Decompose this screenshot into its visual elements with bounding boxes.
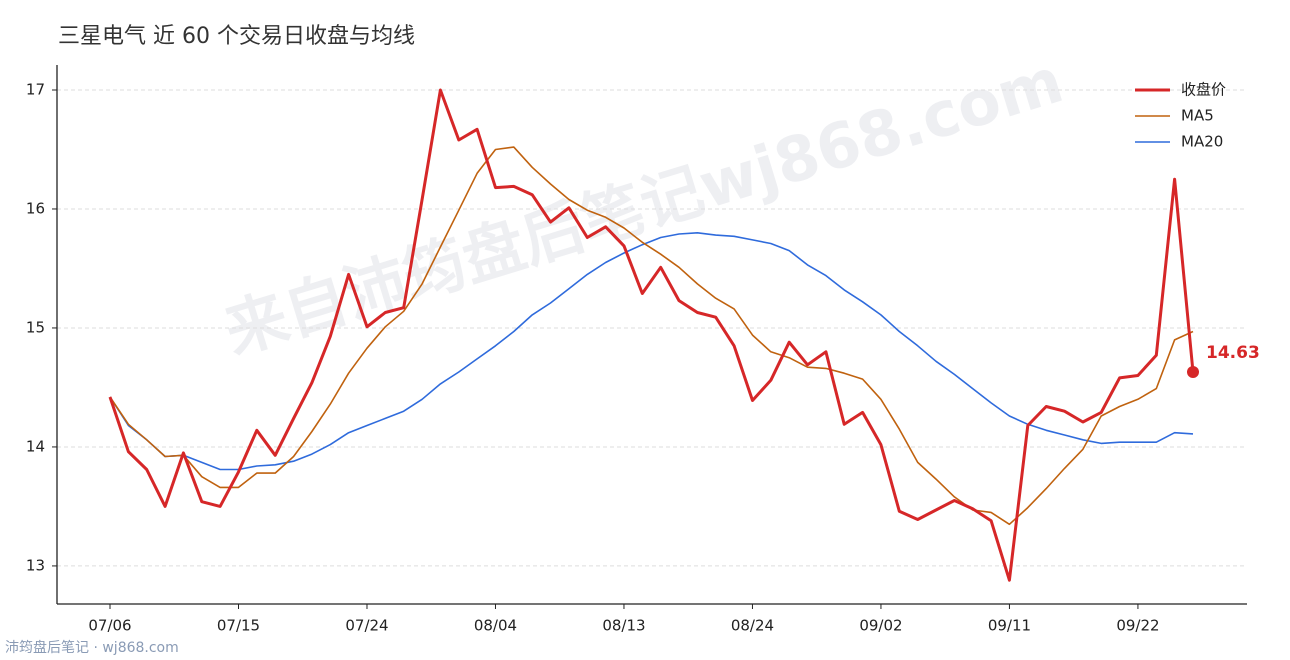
x-tick-label: 08/13	[602, 617, 645, 635]
y-tick-label: 16	[26, 199, 45, 217]
y-tick-label: 17	[26, 80, 45, 98]
x-tick-label: 07/24	[345, 617, 388, 635]
footer: 沛筠盘后笔记 · wj868.com	[5, 639, 179, 656]
legend-label: MA20	[1181, 133, 1223, 151]
x-tick-label: 07/15	[217, 617, 260, 635]
last-point	[1187, 365, 1199, 378]
y-tick-label: 14	[26, 437, 45, 455]
x-tick-label: 07/06	[88, 617, 131, 635]
legend-label: MA5	[1181, 107, 1214, 125]
x-tick-label: 08/24	[731, 617, 774, 635]
x-tick-label: 09/11	[988, 617, 1031, 635]
x-tick-label: 09/22	[1116, 617, 1159, 635]
chart-title: 三星电气 近 60 个交易日收盘与均线	[58, 24, 415, 49]
x-tick-label: 09/02	[859, 617, 902, 635]
series-line	[109, 146, 1194, 526]
legend-label: 收盘价	[1181, 81, 1226, 99]
series-line	[108, 88, 1195, 582]
x-tick-label: 08/04	[474, 617, 517, 635]
watermark: 来自沛筠盘后笔记wj868.com	[216, 43, 1071, 368]
series-line	[109, 232, 1194, 471]
y-tick-label: 13	[26, 556, 45, 574]
last-value-label: 14.63	[1206, 343, 1260, 363]
y-tick-label: 15	[26, 318, 45, 336]
